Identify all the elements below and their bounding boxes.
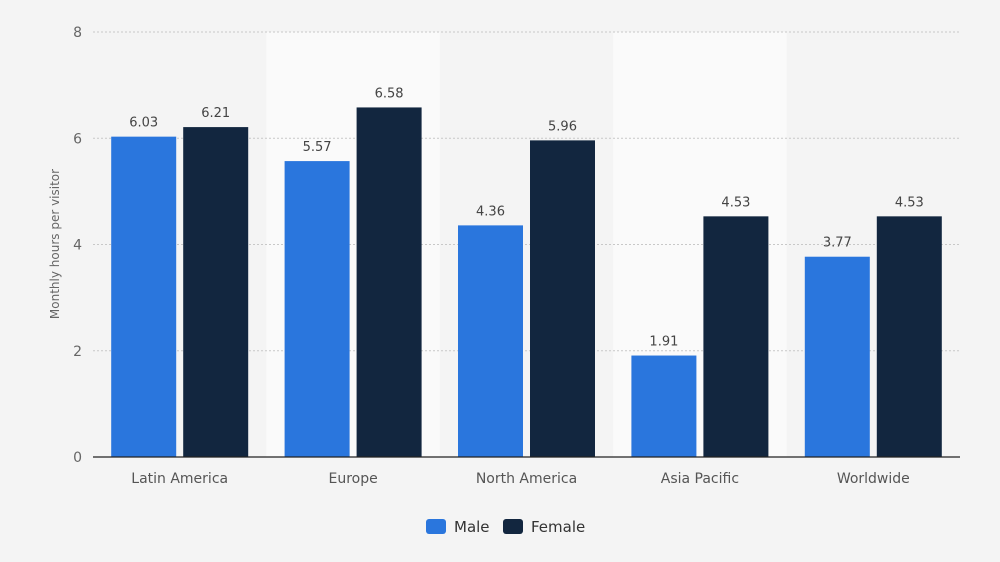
data-label: 6.21 xyxy=(201,106,230,121)
legend-label-male: Male xyxy=(454,518,490,536)
bars xyxy=(111,107,942,457)
y-tick-label: 4 xyxy=(73,238,82,254)
y-tick-label: 2 xyxy=(73,344,82,360)
data-label: 5.96 xyxy=(548,119,577,134)
x-tick-label: Worldwide xyxy=(837,471,910,487)
data-label: 6.58 xyxy=(375,86,404,101)
data-label: 4.53 xyxy=(721,195,750,210)
data-label: 5.57 xyxy=(303,140,332,155)
bar-male xyxy=(631,355,697,457)
data-label: 3.77 xyxy=(823,236,852,251)
bar-male xyxy=(458,225,523,457)
x-tick-label: North America xyxy=(476,471,577,487)
data-label: 4.53 xyxy=(895,195,924,210)
bar-female xyxy=(530,140,595,457)
legend-swatch-male xyxy=(426,519,446,534)
bar-male xyxy=(284,161,350,457)
legend: Male Female xyxy=(426,518,585,536)
data-label: 4.36 xyxy=(476,204,505,219)
y-tick-label: 6 xyxy=(73,131,82,147)
bar-female xyxy=(876,216,942,457)
y-tick-label: 8 xyxy=(73,25,82,41)
data-labels: 6.03 6.21 5.57 6.58 4.36 5.96 1.91 4.53 3.77 4.53 xyxy=(129,86,924,349)
y-axis-title: Monthly hours per visitor xyxy=(48,169,62,319)
legend-label-female: Female xyxy=(531,518,585,536)
bar-male xyxy=(804,256,870,457)
bar-male xyxy=(111,136,177,457)
x-tick-labels: Latin America Europe North America Asia Pac… xyxy=(131,471,910,487)
y-tick-labels: 0 2 4 6 8 xyxy=(73,25,82,466)
bar-female xyxy=(183,127,249,457)
x-tick-label: Europe xyxy=(328,471,377,487)
x-tick-label: Asia Pacific xyxy=(661,471,739,487)
x-tick-label: Latin America xyxy=(131,471,228,487)
y-tick-label: 0 xyxy=(73,450,82,466)
data-label: 1.91 xyxy=(649,335,678,350)
data-label: 6.03 xyxy=(129,116,158,131)
bar-female xyxy=(703,216,769,457)
legend-swatch-female xyxy=(503,519,523,534)
bar-female xyxy=(356,107,422,457)
